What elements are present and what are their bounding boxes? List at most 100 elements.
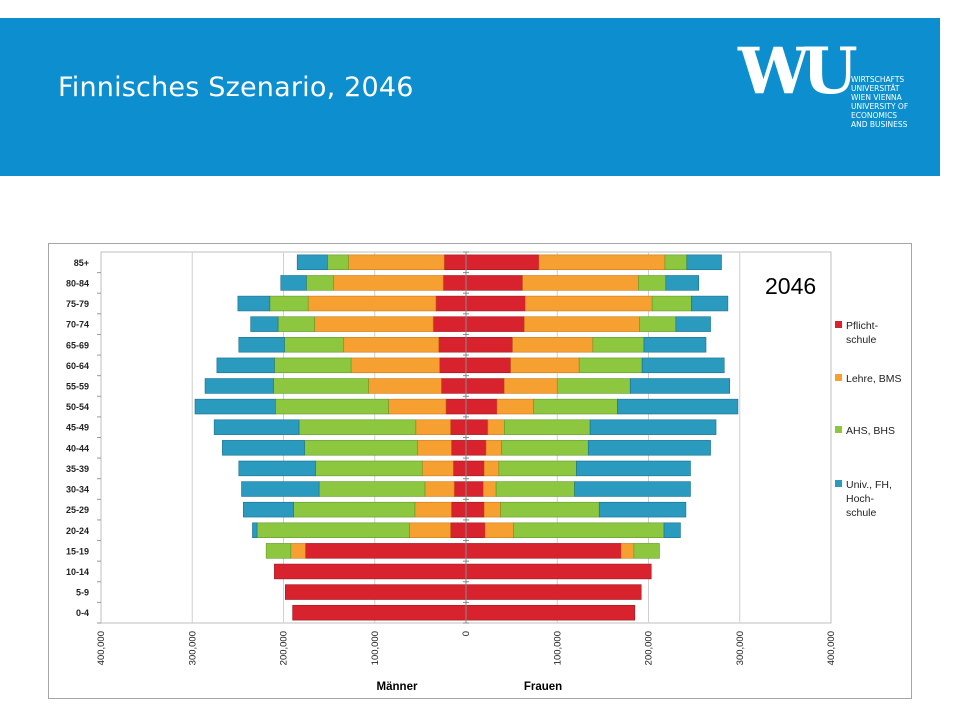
bar-men-univ — [216, 357, 275, 374]
bar-men-univ — [250, 316, 279, 332]
bar-women-ahs — [501, 440, 589, 456]
bar-men-ahs — [306, 275, 334, 291]
bar-women-ahs — [638, 275, 667, 291]
age-group-label: 70-74 — [66, 320, 89, 330]
bar-men-univ — [241, 481, 320, 497]
bar-men-lehre — [350, 357, 440, 374]
bar-women-ahs — [639, 316, 677, 332]
bar-men-univ — [238, 337, 285, 353]
bar-women-lehre — [510, 357, 580, 374]
legend-label: schule — [846, 507, 877, 519]
bar-men-pflicht — [285, 584, 467, 600]
x-tick-label: 100,000 — [552, 631, 563, 665]
x-tick-label: 400,000 — [826, 631, 837, 665]
bar-men-lehre — [417, 440, 452, 456]
bar-women-lehre — [525, 295, 653, 312]
age-group-label: 55-59 — [66, 381, 89, 391]
bar-women-univ — [574, 481, 691, 497]
bar-men-pflicht — [450, 419, 467, 435]
bar-women-univ — [663, 522, 681, 538]
bar-men-pflicht — [274, 563, 467, 580]
bar-men-pflicht — [442, 275, 467, 291]
bar-women-ahs — [495, 481, 575, 497]
age-group-label: 15-19 — [66, 546, 89, 556]
bar-women-univ — [686, 254, 722, 271]
bar-men-lehre — [347, 254, 445, 271]
bar-women-pflicht — [465, 481, 484, 497]
bar-men-univ — [243, 501, 294, 518]
bar-women-pflicht — [465, 295, 526, 312]
bar-women-univ — [587, 440, 711, 456]
bar-women-ahs — [500, 501, 600, 518]
bar-women-lehre — [483, 460, 500, 477]
chart-year-label: 2046 — [765, 273, 816, 299]
bar-women-univ — [675, 316, 711, 332]
x-tick-label: 0 — [461, 631, 472, 636]
bar-women-lehre — [483, 481, 497, 497]
bar-men-lehre — [314, 316, 434, 332]
bar-men-univ — [296, 254, 328, 271]
bar-women-ahs — [651, 295, 692, 312]
bar-men-univ — [237, 295, 271, 312]
bar-women-lehre — [496, 398, 534, 415]
chart-frame: 400,000 300,000 200,000 100,000 0 100,000 200,… — [48, 243, 912, 699]
bar-women-lehre — [524, 316, 640, 332]
age-group-label: 10-14 — [66, 567, 89, 577]
bar-men-pflicht — [452, 460, 467, 477]
age-group-label: 45-49 — [66, 423, 89, 433]
bar-women-ahs — [556, 378, 631, 394]
bar-men-univ — [252, 522, 258, 538]
bar-men-pflicht — [435, 295, 467, 312]
bar-women-univ — [643, 337, 707, 353]
age-group-label: 50-54 — [66, 402, 89, 412]
bar-men-pflicht — [451, 440, 467, 456]
wu-logo: WU WIRTSCHAFTS UNIVERSITÄT WIEN VIENNA U… — [738, 40, 918, 140]
x-tick-label: 200,000 — [644, 631, 655, 665]
bar-women-lehre — [485, 440, 502, 456]
header-banner — [0, 18, 940, 176]
age-group-label: 40-44 — [66, 443, 89, 453]
bar-women-pflicht — [465, 398, 498, 415]
bar-women-pflicht — [465, 378, 505, 394]
bar-men-univ — [204, 378, 274, 394]
bar-women-ahs — [498, 460, 577, 477]
legend-swatch-pflicht — [835, 321, 842, 328]
bar-women-univ — [598, 501, 687, 518]
bar-women-ahs — [592, 337, 645, 353]
bar-men-pflicht — [441, 378, 467, 394]
bar-men-pflicht — [451, 501, 467, 518]
bar-men-ahs — [293, 501, 416, 518]
bar-men-pflicht — [292, 604, 467, 621]
legend-swatch-univ — [835, 480, 842, 487]
bar-women-pflicht — [465, 543, 622, 559]
bar-women-pflicht — [465, 440, 487, 456]
bar-men-pflicht — [450, 522, 467, 538]
x-tick-label: 100,000 — [370, 631, 381, 665]
x-tick-label: 400,000 — [96, 631, 107, 665]
bar-women-univ — [617, 398, 739, 415]
bar-men-lehre — [368, 378, 442, 394]
bar-men-lehre — [343, 337, 439, 353]
bar-men-ahs — [326, 254, 349, 271]
bar-men-lehre — [421, 460, 454, 477]
bar-men-ahs — [304, 440, 418, 456]
legend-label: schule — [846, 334, 877, 346]
bar-men-lehre — [415, 419, 451, 435]
bar-women-ahs — [578, 357, 643, 374]
bar-men-ahs — [315, 460, 423, 477]
age-group-label: 5-9 — [76, 588, 89, 598]
age-group-label: 25-29 — [66, 505, 89, 515]
legend-label: Pflicht- — [846, 320, 879, 332]
bar-men-pflicht — [305, 543, 467, 559]
bar-women-lehre — [512, 337, 594, 353]
bar-women-univ — [665, 275, 699, 291]
bar-men-lehre — [424, 481, 455, 497]
bar-women-univ — [641, 357, 725, 374]
men-axis-label: Männer — [377, 681, 418, 693]
bar-women-ahs — [664, 254, 688, 271]
bar-women-univ — [691, 295, 729, 312]
bar-men-pflicht — [438, 337, 467, 353]
logo-text: WIRTSCHAFTS UNIVERSITÄT WIEN VIENNA UNIV… — [851, 75, 909, 129]
bar-men-lehre — [307, 295, 437, 312]
bar-women-univ — [576, 460, 691, 477]
